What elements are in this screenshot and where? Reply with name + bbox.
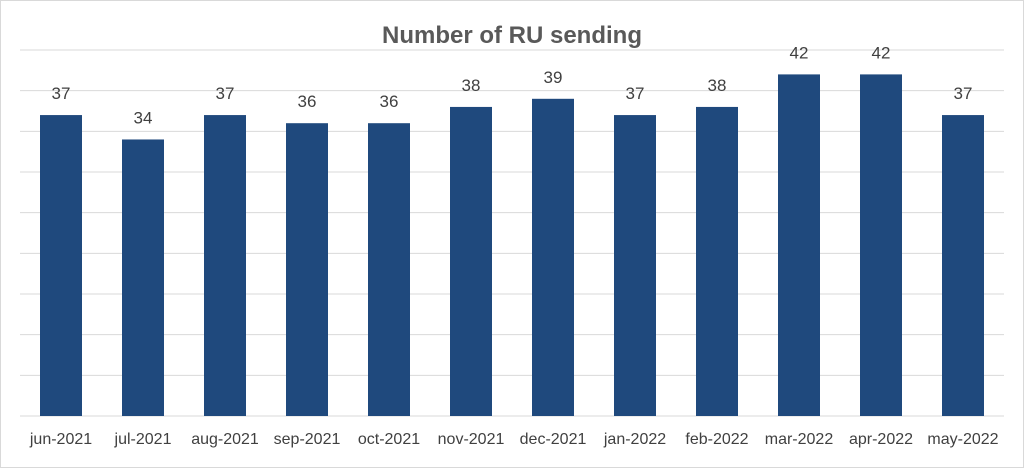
bar-jun-2021 bbox=[40, 115, 82, 417]
bar-may-2022 bbox=[942, 115, 984, 417]
x-tick-labels: jun-2021 jul-2021 aug-2021 sep-2021 oct-2021… bbox=[29, 431, 999, 448]
bar-aug-2021 bbox=[204, 115, 246, 417]
data-label-feb-2022: 38 bbox=[708, 76, 727, 95]
data-label-may-2022: 37 bbox=[954, 84, 973, 103]
x-tick-label-aug-2021: aug-2021 bbox=[191, 431, 259, 448]
x-tick-label-apr-2022: apr-2022 bbox=[849, 431, 913, 448]
data-labels: 37 34 37 36 36 38 39 37 38 42 42 37 bbox=[52, 43, 973, 127]
x-tick-label-may-2022: may-2022 bbox=[927, 431, 998, 448]
x-tick-label-jun-2021: jun-2021 bbox=[29, 431, 92, 448]
data-label-aug-2021: 37 bbox=[216, 84, 235, 103]
gridlines bbox=[20, 49, 1004, 376]
x-tick-label-mar-2022: mar-2022 bbox=[765, 431, 834, 448]
bar-nov-2021 bbox=[450, 106, 492, 416]
x-tick-label-feb-2022: feb-2022 bbox=[685, 431, 748, 448]
data-label-nov-2021: 38 bbox=[462, 76, 481, 95]
bar-apr-2022 bbox=[860, 74, 902, 417]
chart-title: Number of RU sending bbox=[381, 22, 642, 49]
data-label-jan-2022: 37 bbox=[626, 84, 645, 103]
data-label-sep-2021: 36 bbox=[298, 92, 317, 111]
bar-oct-2021 bbox=[368, 123, 410, 416]
data-label-jul-2021: 34 bbox=[134, 108, 153, 127]
bar-sep-2021 bbox=[286, 123, 328, 416]
data-label-jun-2021: 37 bbox=[52, 84, 71, 103]
bar-dec-2021 bbox=[532, 98, 574, 417]
data-label-dec-2021: 39 bbox=[544, 68, 563, 87]
data-label-oct-2021: 36 bbox=[380, 92, 399, 111]
bars bbox=[40, 74, 984, 417]
bar-jul-2021 bbox=[122, 139, 164, 416]
x-tick-label-oct-2021: oct-2021 bbox=[358, 431, 420, 448]
bar-jan-2022 bbox=[614, 115, 656, 417]
x-tick-label-jan-2022: jan-2022 bbox=[603, 431, 666, 448]
bar-feb-2022 bbox=[696, 106, 738, 416]
x-tick-label-sep-2021: sep-2021 bbox=[274, 431, 341, 448]
data-label-apr-2022: 42 bbox=[872, 43, 891, 62]
x-tick-label-jul-2021: jul-2021 bbox=[114, 431, 172, 448]
data-label-mar-2022: 42 bbox=[790, 43, 809, 62]
bar-mar-2022 bbox=[778, 74, 820, 417]
x-tick-label-dec-2021: dec-2021 bbox=[520, 431, 587, 448]
x-tick-label-nov-2021: nov-2021 bbox=[438, 431, 505, 448]
